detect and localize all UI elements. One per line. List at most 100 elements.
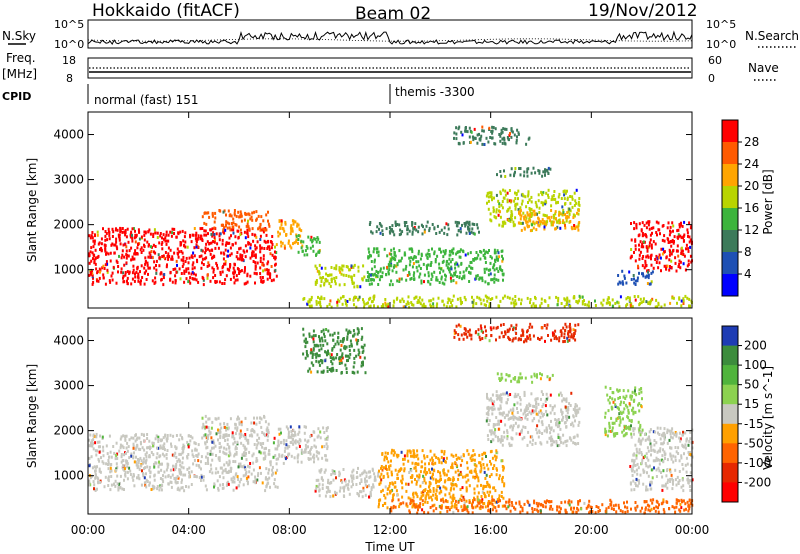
- velocity-cell: [285, 425, 288, 429]
- power-cell: [411, 250, 414, 254]
- cpid-segment-normal: normal (fast) 151: [94, 93, 198, 107]
- power-cell: [448, 268, 450, 272]
- velocity-cell: [411, 461, 414, 465]
- velocity-cell: [433, 453, 436, 457]
- power-cell: [552, 194, 555, 197]
- velocity-cell: [481, 453, 484, 457]
- velocity-cell: [228, 459, 231, 463]
- power-cell: [442, 255, 445, 259]
- velocity-cell: [533, 417, 536, 421]
- velocity-cell: [208, 429, 211, 433]
- power-cell: [571, 205, 574, 209]
- velocity-cell: [486, 490, 489, 494]
- velocity-cell: [236, 475, 239, 479]
- power-cell: [406, 274, 409, 277]
- velocity-cell: [304, 443, 307, 447]
- velocity-cell: [512, 377, 515, 381]
- velocity-cell: [412, 495, 415, 499]
- velocity-cell: [109, 470, 112, 474]
- velocity-cell: [264, 433, 267, 437]
- power-cell: [167, 239, 170, 243]
- velocity-cell: [241, 453, 244, 457]
- velocity-cell: [415, 503, 418, 507]
- velocity-cell: [186, 455, 189, 459]
- power-cell: [429, 303, 432, 307]
- velocity-cell: [462, 454, 465, 458]
- power-cell: [487, 273, 490, 277]
- power-cell: [252, 260, 255, 263]
- velocity-cell: [380, 478, 383, 482]
- velocity-cell: [493, 486, 496, 490]
- power-cell: [191, 233, 194, 237]
- velocity-cell: [97, 477, 100, 481]
- power-cell: [470, 230, 473, 234]
- velocity-cell: [226, 438, 229, 442]
- power-cell: [139, 281, 142, 284]
- cpid-label: CPID: [2, 90, 31, 103]
- power-cell: [214, 274, 217, 277]
- power-cell: [663, 250, 666, 254]
- power-cell: [410, 301, 413, 305]
- velocity-cell: [455, 457, 458, 461]
- velocity-cell: [514, 421, 517, 425]
- power-cell: [573, 224, 576, 227]
- power-cell: [319, 297, 321, 301]
- velocity-cell: [240, 420, 243, 424]
- power-cell: [368, 223, 371, 226]
- velocity-cell: [94, 472, 97, 476]
- velocity-cell: [514, 392, 517, 396]
- velocity-cell: [165, 453, 168, 456]
- velocity-cell: [660, 471, 662, 474]
- power-cell: [269, 252, 272, 256]
- velocity-cell: [143, 433, 145, 437]
- power-cell: [637, 266, 640, 270]
- power-cell: [495, 255, 498, 259]
- power-cell: [496, 249, 499, 253]
- power-cell: [531, 211, 534, 215]
- power-cell: [206, 273, 209, 277]
- power-cell: [167, 233, 170, 237]
- velocity-cell: [123, 478, 125, 482]
- power-cell: [458, 275, 461, 279]
- power-cell: [469, 271, 472, 275]
- velocity-cell: [631, 474, 634, 477]
- power-cell: [458, 125, 461, 129]
- velocity-cell: [488, 398, 491, 402]
- velocity-cell: [490, 432, 493, 436]
- velocity-cell: [257, 472, 260, 476]
- velocity-cell: [672, 454, 675, 458]
- power-cell: [223, 252, 226, 256]
- power-cell: [495, 208, 498, 212]
- velocity-cell: [156, 485, 159, 488]
- velocity-cell: [551, 437, 554, 441]
- power-cell: [457, 264, 460, 268]
- power-cell: [153, 266, 156, 270]
- power-cell: [519, 213, 522, 217]
- velocity-cell: [536, 397, 539, 401]
- velocity-cell: [181, 436, 183, 440]
- velocity-cell: [451, 466, 454, 470]
- velocity-cell: [152, 444, 154, 448]
- power-cell: [373, 265, 376, 269]
- velocity-cell: [395, 489, 398, 493]
- velocity-cell: [227, 482, 230, 486]
- power-cell: [278, 219, 281, 223]
- power-cell: [256, 261, 259, 265]
- velocity-cell: [341, 480, 344, 484]
- velocity-cell: [519, 372, 522, 376]
- power-cell: [519, 206, 522, 210]
- velocity-cell: [172, 464, 174, 468]
- velocity-cell: [459, 487, 462, 491]
- velocity-cell: [364, 480, 367, 484]
- velocity-cell: [135, 463, 138, 467]
- power-cell: [485, 250, 488, 254]
- velocity-cell: [338, 472, 341, 476]
- velocity-cell: [489, 501, 492, 505]
- velocity-cell: [162, 447, 164, 450]
- velocity-cell: [165, 456, 168, 460]
- velocity-cell: [634, 464, 637, 467]
- velocity-cell: [506, 429, 509, 433]
- power-cell: [134, 249, 137, 253]
- power-cell: [634, 283, 637, 286]
- velocity-cell: [548, 424, 551, 428]
